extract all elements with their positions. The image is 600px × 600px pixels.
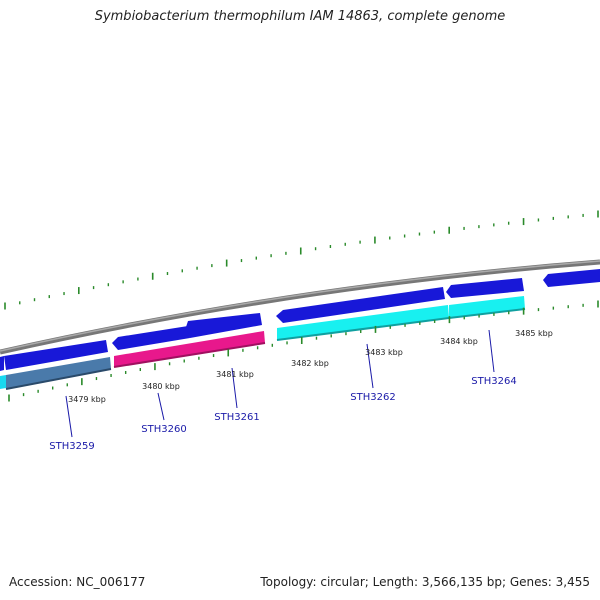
map-title: Symbiobacterium thermophilum IAM 14863, …	[94, 9, 506, 24]
scale-label: 3483 kbp	[365, 348, 403, 357]
forward-strand-genes	[0, 269, 600, 371]
gene-label[interactable]: STH3262	[350, 392, 395, 403]
scale-label: 3484 kbp	[440, 337, 478, 346]
genome-backbone	[0, 259, 600, 355]
gene-feature[interactable]	[0, 356, 4, 371]
gene-feature[interactable]	[449, 296, 525, 318]
scale-label: 3481 kbp	[216, 370, 254, 379]
gene-label[interactable]: STH3260	[141, 424, 186, 435]
gene-feature[interactable]	[186, 313, 262, 338]
genome-backbone-highlight	[0, 260, 600, 352]
gene-feature[interactable]	[0, 375, 6, 389]
outer-tick-ring	[4, 210, 599, 310]
gene-feature[interactable]	[446, 278, 524, 298]
scale-label: 3480 kbp	[142, 382, 180, 391]
gene-feature[interactable]	[6, 357, 111, 389]
gene-feature[interactable]	[276, 287, 445, 323]
scale-label: 3482 kbp	[291, 359, 329, 368]
scale-labels: 3479 kbp 3480 kbp 3481 kbp 3482 kbp 3483 kbp…	[68, 329, 553, 404]
gene-feature[interactable]	[112, 326, 190, 350]
accession-label: Accession: NC_006177	[9, 575, 146, 589]
scale-label: 3479 kbp	[68, 395, 106, 404]
genome-summary: Topology: circular; Length: 3,566,135 bp…	[260, 575, 590, 589]
reverse-strand-genes	[0, 296, 526, 390]
gene-labels: STH3259 STH3260 STH3261 STH3262 STH3264	[49, 376, 516, 452]
gene-feature[interactable]	[277, 305, 449, 340]
gene-label[interactable]: STH3261	[214, 412, 259, 423]
gene-leader-lines	[65, 329, 495, 438]
gene-feature[interactable]	[4, 340, 108, 370]
gene-label[interactable]: STH3259	[49, 441, 94, 452]
gene-feature[interactable]	[543, 269, 600, 287]
scale-label: 3485 kbp	[515, 329, 553, 338]
gene-feature[interactable]	[114, 331, 265, 367]
inner-tick-ring	[8, 300, 599, 402]
gene-label[interactable]: STH3264	[471, 376, 516, 387]
